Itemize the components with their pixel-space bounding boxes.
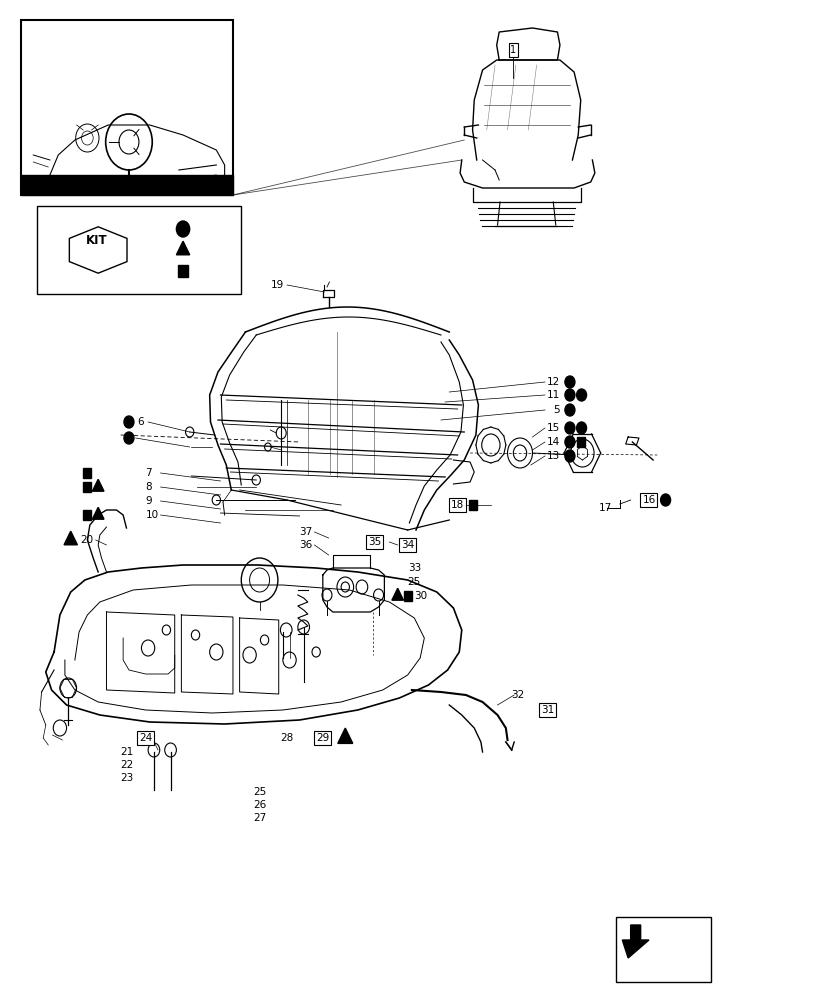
- Text: 33: 33: [408, 563, 421, 573]
- Polygon shape: [92, 479, 104, 491]
- Text: 19: 19: [271, 280, 285, 290]
- Text: 5: 5: [553, 405, 560, 415]
- Polygon shape: [338, 728, 353, 743]
- Text: 29: 29: [316, 733, 329, 743]
- Circle shape: [565, 450, 575, 462]
- Bar: [83, 482, 92, 492]
- Text: 23: 23: [120, 773, 133, 783]
- Text: 11: 11: [547, 390, 560, 400]
- Text: 24: 24: [139, 733, 152, 743]
- Text: 9: 9: [146, 496, 152, 506]
- Text: 35: 35: [368, 537, 381, 547]
- Text: 14: 14: [547, 437, 560, 447]
- Circle shape: [577, 389, 587, 401]
- Polygon shape: [92, 507, 104, 519]
- Bar: [469, 500, 478, 510]
- Text: 6: 6: [137, 417, 144, 427]
- Circle shape: [565, 436, 575, 448]
- Polygon shape: [622, 925, 649, 958]
- Circle shape: [565, 422, 575, 434]
- Text: 8: 8: [146, 482, 152, 492]
- Text: 30: 30: [414, 591, 428, 601]
- Circle shape: [577, 422, 587, 434]
- Text: 20: 20: [81, 535, 94, 545]
- Text: 28: 28: [280, 733, 294, 743]
- Text: 31: 31: [541, 705, 554, 715]
- Circle shape: [565, 404, 575, 416]
- Polygon shape: [392, 588, 404, 600]
- Bar: [21, 175, 233, 195]
- Circle shape: [661, 494, 671, 506]
- Circle shape: [176, 221, 190, 237]
- Text: 10: 10: [146, 510, 159, 520]
- Text: 18: 18: [451, 500, 464, 510]
- Text: 13: 13: [547, 451, 560, 461]
- Text: 32: 32: [511, 690, 524, 700]
- Bar: [404, 591, 412, 601]
- Bar: [83, 510, 92, 520]
- Text: 22: 22: [120, 760, 133, 770]
- Bar: [616, 917, 711, 982]
- Text: = 4: = 4: [196, 245, 214, 255]
- Text: KIT: KIT: [86, 233, 107, 246]
- Circle shape: [565, 376, 575, 388]
- Polygon shape: [64, 531, 77, 545]
- Text: 26: 26: [253, 800, 266, 810]
- Text: = 2: = 2: [196, 224, 214, 234]
- Text: 7: 7: [146, 468, 152, 478]
- Bar: [21, 20, 233, 195]
- Text: 1: 1: [510, 45, 517, 55]
- Circle shape: [124, 416, 134, 428]
- Circle shape: [565, 389, 575, 401]
- Bar: [577, 437, 585, 447]
- Circle shape: [124, 432, 134, 444]
- Text: 25: 25: [253, 787, 266, 797]
- Text: 25: 25: [408, 577, 421, 587]
- Bar: [178, 265, 188, 277]
- Text: 17: 17: [599, 503, 612, 513]
- Text: 34: 34: [401, 540, 414, 550]
- Text: 21: 21: [120, 747, 133, 757]
- Bar: [37, 206, 241, 294]
- Text: = 3: = 3: [196, 266, 214, 276]
- Text: 27: 27: [253, 813, 266, 823]
- Text: 12: 12: [547, 377, 560, 387]
- Text: 16: 16: [642, 495, 656, 505]
- Text: 37: 37: [299, 527, 312, 537]
- Text: 36: 36: [299, 540, 312, 550]
- Polygon shape: [176, 241, 190, 255]
- Bar: [83, 468, 92, 478]
- Text: 15: 15: [547, 423, 560, 433]
